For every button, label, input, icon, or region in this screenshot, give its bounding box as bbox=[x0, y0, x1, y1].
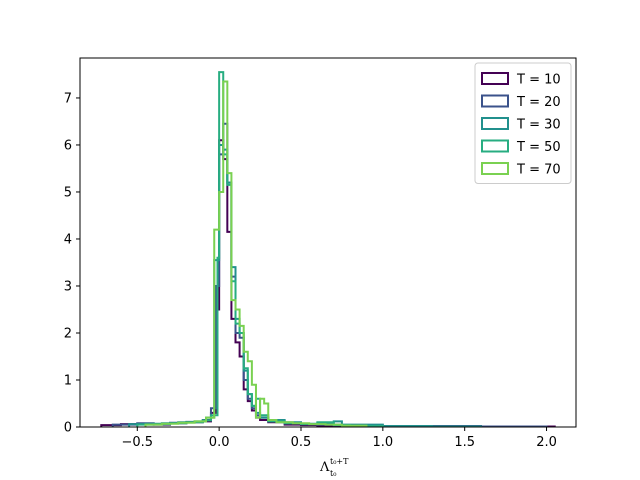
legend-swatch bbox=[481, 162, 509, 175]
x-axis-label-superscript: t₀+T bbox=[330, 457, 349, 466]
legend-swatch bbox=[481, 94, 509, 108]
legend-label: T = 30 bbox=[516, 118, 561, 133]
legend-label: T = 70 bbox=[516, 163, 561, 178]
series-5-step-outline bbox=[144, 80, 368, 427]
x-tick-label: −0.5 bbox=[122, 435, 154, 450]
y-tick-label: 1 bbox=[64, 373, 72, 388]
y-tick-label: 4 bbox=[64, 232, 72, 247]
y-tick-label: 6 bbox=[64, 138, 72, 153]
x-axis-label: Λ t₀+T t₀ bbox=[319, 457, 349, 478]
x-axis-label-main: Λ bbox=[319, 460, 330, 475]
y-tick-label: 2 bbox=[64, 326, 72, 341]
legend: T = 10 T = 20 T = 30 T = 50 T = 70 bbox=[474, 62, 572, 184]
legend-label: T = 50 bbox=[516, 140, 561, 155]
x-axis-label-subscript: t₀ bbox=[330, 469, 336, 478]
legend-label: T = 20 bbox=[516, 95, 561, 110]
x-tick-label: 0.0 bbox=[209, 435, 230, 450]
legend-label: T = 10 bbox=[516, 73, 561, 88]
x-tick-label: 0.5 bbox=[291, 435, 312, 450]
y-tick-label: 7 bbox=[64, 91, 72, 106]
x-tick-label: 1.0 bbox=[372, 435, 393, 450]
series-layer bbox=[100, 71, 556, 428]
x-tick-label: 1.5 bbox=[454, 435, 475, 450]
legend-swatch bbox=[481, 72, 509, 85]
y-tick-label: 3 bbox=[64, 279, 72, 294]
legend-box bbox=[474, 62, 572, 184]
y-axis-ticks: 0 1 2 3 4 5 6 7 bbox=[64, 91, 80, 436]
legend-swatch bbox=[481, 139, 509, 153]
axes-frame bbox=[79, 57, 577, 428]
x-tick-label: 2.0 bbox=[536, 435, 557, 450]
legend-swatch bbox=[481, 117, 509, 130]
x-axis-ticks: −0.5 0.0 0.5 1.0 1.5 2.0 bbox=[122, 427, 557, 450]
y-tick-label: 5 bbox=[64, 185, 72, 200]
y-tick-label: 0 bbox=[64, 421, 72, 436]
